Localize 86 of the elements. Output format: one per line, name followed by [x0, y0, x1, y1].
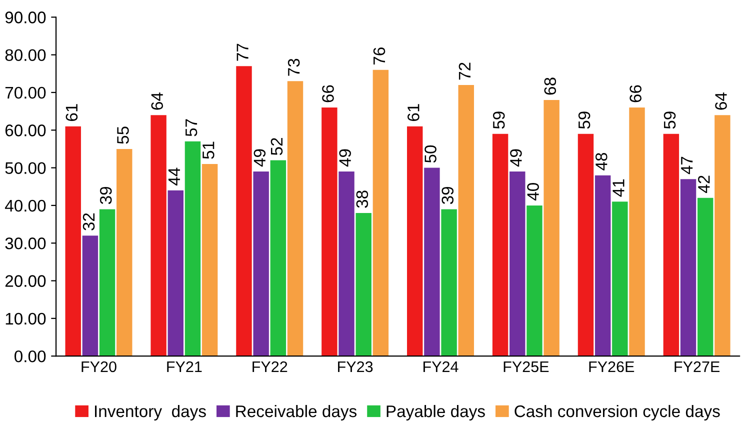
bar: [372, 70, 389, 356]
bar: [82, 236, 98, 356]
data-label: 47: [681, 156, 693, 174]
y-tick-label: 80.00: [5, 49, 46, 62]
y-tick-label: 90.00: [5, 12, 46, 24]
data-label: 51: [202, 142, 214, 159]
bar: [458, 84, 474, 356]
y-tick-label: 40.00: [4, 200, 46, 212]
bar: [663, 134, 680, 356]
bar: [441, 209, 457, 356]
bar: [116, 148, 132, 356]
bar: [184, 141, 201, 356]
y-tick-label: 30.00: [5, 238, 46, 250]
x-tick-label: FY27E: [674, 361, 720, 372]
data-label: 40: [527, 183, 539, 201]
data-label: 73: [288, 58, 300, 76]
bar: [150, 115, 166, 356]
data-label: 59: [492, 112, 505, 129]
bar: [510, 172, 526, 356]
bar: [202, 164, 218, 356]
data-label: 59: [578, 112, 590, 129]
y-tick-label: 50.00: [5, 162, 46, 174]
bar: [526, 205, 542, 356]
legend-label: Receivable days: [236, 404, 357, 420]
data-label: 41: [612, 179, 624, 197]
y-tick-label: 10.00: [6, 312, 46, 325]
data-label: 32: [82, 213, 95, 230]
y-tick-label: 70.00: [5, 86, 46, 99]
data-label: 48: [596, 152, 608, 170]
data-label: 55: [117, 126, 129, 144]
data-label: 72: [458, 62, 470, 80]
data-label: 38: [356, 190, 368, 208]
data-label: 66: [322, 85, 334, 102]
data-label: 49: [339, 149, 351, 167]
bar: [253, 172, 269, 356]
data-label: 49: [254, 149, 266, 167]
bar: [492, 134, 508, 356]
bar: [629, 108, 645, 356]
bar: [714, 115, 730, 356]
data-label: 77: [236, 44, 248, 61]
legend-label: Cash conversion cycle days: [514, 404, 720, 420]
bar: [680, 179, 696, 356]
data-label: 39: [442, 186, 454, 204]
bar: [270, 160, 286, 356]
bar: [168, 190, 184, 356]
data-label: 50: [424, 145, 436, 163]
data-label: 64: [715, 92, 727, 110]
x-tick-label: FY21: [167, 361, 202, 372]
data-label: 61: [408, 104, 420, 121]
bar: [544, 100, 560, 356]
data-label: 76: [373, 48, 386, 65]
bar: [356, 212, 372, 356]
data-label: 52: [270, 138, 283, 156]
bar: [407, 126, 423, 356]
x-tick-label: FY24: [423, 361, 458, 372]
data-label: 68: [544, 78, 556, 95]
data-label: 44: [168, 168, 180, 186]
x-tick-label: FY22: [252, 361, 288, 372]
x-tick-label: FY20: [82, 361, 116, 372]
bar: [236, 66, 252, 356]
y-tick-label: 20.00: [5, 275, 46, 287]
bar: [578, 134, 594, 356]
bar: [99, 209, 116, 356]
x-tick-label: FY25E: [504, 361, 549, 372]
data-label: 49: [510, 149, 522, 167]
data-label: 66: [630, 85, 642, 102]
bar: [287, 81, 304, 356]
x-tick-label: FY23: [338, 361, 373, 372]
data-label: 59: [664, 112, 676, 129]
data-label: 39: [100, 186, 112, 204]
legend-label: Inventory days: [95, 404, 206, 420]
y-tick-label: 60.00: [5, 124, 46, 136]
bar: [322, 108, 338, 356]
bar: [612, 202, 628, 356]
x-tick-label: FY26E: [589, 361, 634, 372]
bar: [338, 172, 354, 356]
data-label: 64: [151, 92, 164, 110]
data-label: 61: [66, 104, 78, 121]
legend-label: Payable days: [386, 404, 485, 420]
bar: [697, 198, 714, 356]
bar: [424, 168, 440, 356]
bar: [65, 126, 81, 356]
data-label: 42: [698, 176, 710, 194]
bar: [594, 175, 611, 356]
y-tick-label: 0.00: [14, 350, 46, 362]
data-label: 57: [186, 119, 198, 136]
